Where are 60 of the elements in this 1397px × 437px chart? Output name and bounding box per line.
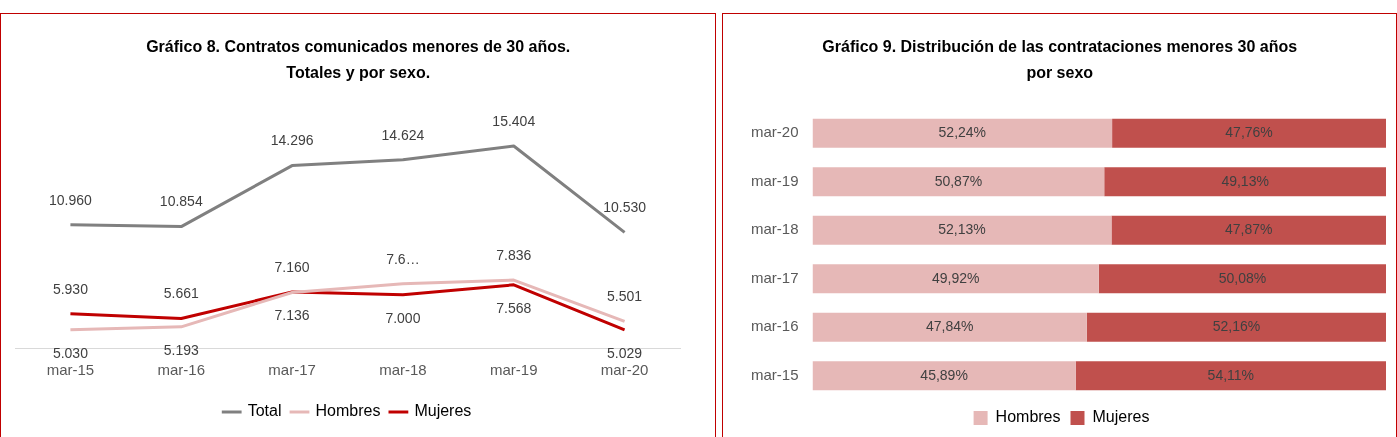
- chart-title: Gráfico 8. Contratos comunicados menores de 30 años. Totales y por sexo.: [145, 37, 572, 83]
- y-tick-label: mar-19: [751, 171, 799, 189]
- bar: [813, 118, 1113, 148]
- x-tick-label: mar-19: [489, 361, 538, 379]
- data-label: 54,11%: [1208, 366, 1255, 383]
- bar: [1111, 215, 1387, 245]
- data-label: 5.661: [163, 285, 199, 302]
- bar: [813, 361, 1077, 391]
- bar: [1104, 167, 1387, 197]
- data-label: 5.930: [52, 280, 89, 297]
- legend-label: Hombres: [315, 402, 381, 420]
- data-label: 45,89%: [920, 366, 969, 383]
- data-label: 47,76%: [1225, 124, 1274, 141]
- data-label: 5.029: [607, 344, 643, 361]
- bar: [813, 167, 1105, 197]
- data-label: 47,84%: [926, 318, 974, 335]
- data-label: 49,13%: [1221, 172, 1270, 189]
- data-label: 10.854: [159, 193, 203, 210]
- data-label: 52,16%: [1213, 318, 1261, 335]
- data-label: 49,92%: [932, 269, 980, 286]
- y-tick-label: mar-16: [751, 317, 799, 335]
- data-label: 5.193: [163, 341, 199, 358]
- x-tick-label: mar-18: [379, 361, 427, 379]
- bar: [1076, 361, 1387, 391]
- x-tick-label: mar-17: [268, 361, 316, 379]
- data-label: 7.160: [274, 258, 310, 275]
- data-label: 10.960: [49, 191, 93, 208]
- bar: [1099, 264, 1387, 294]
- data-label: 7.136: [274, 307, 310, 324]
- data-label: 7.568: [496, 299, 532, 316]
- chart-title: Gráfico 9. Distribución de las contrataciones menores 30 años por sexo: [821, 37, 1299, 83]
- legend-label: Mujeres: [414, 402, 472, 420]
- data-label: 10.530: [603, 199, 647, 216]
- data-label: 50,08%: [1219, 269, 1267, 286]
- bar: [1087, 312, 1387, 342]
- data-label: 15.404: [492, 112, 536, 129]
- bar: [813, 264, 1100, 294]
- legend-label: Hombres: [996, 408, 1061, 426]
- data-label: 7.000: [385, 309, 421, 326]
- data-label: 5.501: [607, 288, 643, 305]
- bar: [1112, 118, 1387, 148]
- data-label: 14.624: [381, 126, 425, 143]
- y-tick-label: mar-18: [751, 220, 799, 238]
- x-tick-label: mar-15: [46, 361, 95, 379]
- x-tick-label: mar-16: [157, 361, 206, 379]
- data-label: 7.836: [496, 246, 532, 263]
- data-label: 50,87%: [935, 172, 983, 189]
- data-label: 14.296: [270, 132, 314, 149]
- data-label: 52,13%: [938, 221, 987, 238]
- legend-label: Mujeres: [1092, 408, 1150, 426]
- x-tick-label: mar-20: [600, 361, 649, 379]
- legend-label: Total: [247, 402, 282, 420]
- bar: [813, 312, 1088, 342]
- y-tick-label: mar-17: [751, 268, 799, 286]
- bar: [813, 215, 1112, 245]
- data-label: 7.6…: [386, 250, 420, 267]
- y-tick-label: mar-20: [751, 123, 799, 141]
- data-label: 47,87%: [1225, 221, 1273, 238]
- data-label: 52,24%: [939, 124, 987, 141]
- data-label: 5.030: [52, 344, 89, 361]
